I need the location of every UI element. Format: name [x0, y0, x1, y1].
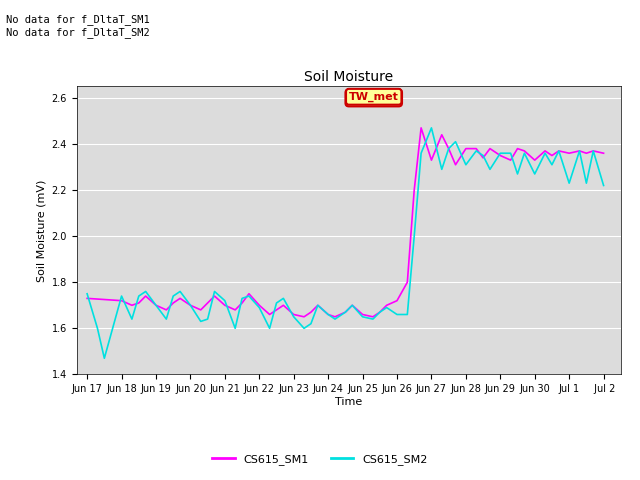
CS615_SM1	[83, 296, 91, 301]
CS615_SM2	[428, 125, 435, 131]
CS615_SM1	[486, 146, 494, 152]
Line: CS615_SM2: CS615_SM2	[87, 128, 604, 358]
Text: No data for f_DltaT_SM1
No data for f_DltaT_SM2: No data for f_DltaT_SM1 No data for f_Dl…	[6, 14, 150, 38]
CS615_SM2	[231, 325, 239, 331]
Line: CS615_SM1: CS615_SM1	[87, 128, 604, 317]
CS615_SM2	[245, 293, 253, 299]
CS615_SM2	[187, 302, 195, 308]
CS615_SM2	[83, 291, 91, 297]
X-axis label: Time: Time	[335, 397, 362, 407]
CS615_SM1	[582, 150, 590, 156]
Text: TW_met: TW_met	[349, 92, 399, 102]
CS615_SM2	[600, 182, 607, 188]
CS615_SM1	[541, 148, 549, 154]
CS615_SM1	[600, 150, 607, 156]
CS615_SM2	[417, 150, 425, 156]
CS615_SM2	[100, 355, 108, 361]
CS615_SM1	[221, 302, 228, 308]
CS615_SM1	[231, 307, 239, 313]
Title: Soil Moisture: Soil Moisture	[304, 70, 394, 84]
CS615_SM2	[273, 300, 280, 306]
CS615_SM1	[300, 314, 308, 320]
CS615_SM2	[266, 325, 273, 331]
CS615_SM1	[417, 125, 425, 131]
Legend: CS615_SM1, CS615_SM2: CS615_SM1, CS615_SM2	[208, 450, 432, 469]
CS615_SM1	[452, 162, 460, 168]
Y-axis label: Soil Moisture (mV): Soil Moisture (mV)	[36, 179, 46, 282]
Text: TW_met: TW_met	[349, 93, 399, 103]
